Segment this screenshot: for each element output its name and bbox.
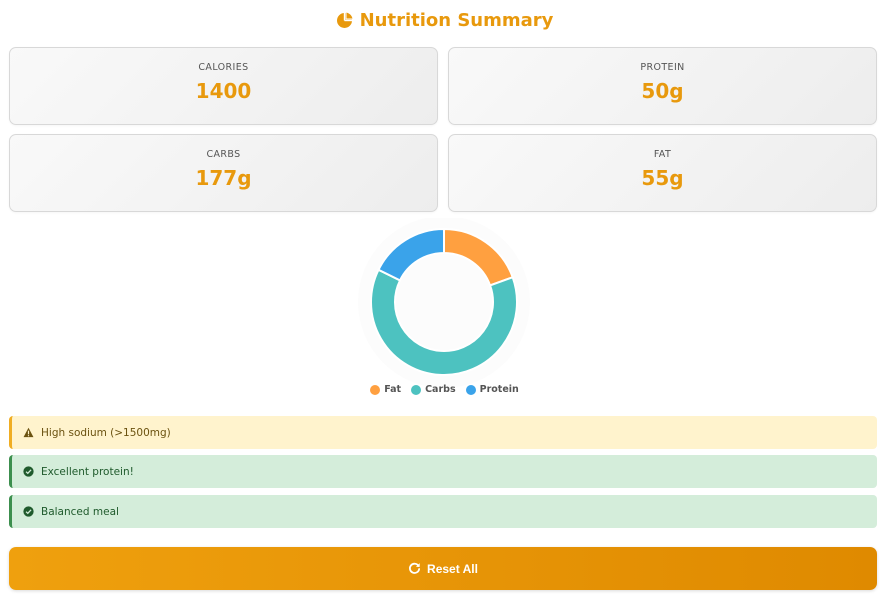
calories-label: CALORIES bbox=[198, 62, 249, 73]
protein-value: 50g bbox=[641, 79, 684, 103]
protein-success-alert: Excellent protein! bbox=[9, 455, 877, 488]
legend-label-protein: Protein bbox=[479, 384, 519, 395]
check-circle-icon bbox=[23, 506, 34, 517]
legend-label-fat: Fat bbox=[384, 384, 402, 395]
legend-item-protein[interactable]: Protein bbox=[465, 384, 519, 395]
legend-swatch-carbs bbox=[411, 384, 422, 395]
protein-label: PROTEIN bbox=[640, 62, 685, 73]
donut-slice-protein[interactable] bbox=[377, 227, 445, 282]
fat-card: FAT 55g bbox=[448, 134, 877, 212]
legend-item-carbs[interactable]: Carbs bbox=[411, 384, 456, 395]
fat-label: FAT bbox=[653, 149, 672, 160]
legend-swatch-protein bbox=[465, 384, 476, 395]
carbs-value: 177g bbox=[195, 166, 252, 190]
protein-card: PROTEIN 50g bbox=[448, 47, 877, 125]
alert-text: Excellent protein! bbox=[41, 465, 134, 478]
donut-svg bbox=[358, 216, 530, 388]
check-circle-icon bbox=[23, 466, 34, 477]
legend-label-carbs: Carbs bbox=[425, 384, 456, 395]
legend-swatch-fat bbox=[370, 384, 381, 395]
reset-all-label: Reset All bbox=[427, 561, 478, 576]
calories-card: CALORIES 1400 bbox=[9, 47, 438, 125]
carbs-label: CARBS bbox=[206, 149, 241, 160]
carbs-card: CARBS 177g bbox=[9, 134, 438, 212]
alert-text: High sodium (>1500mg) bbox=[41, 426, 171, 439]
page-title: Nutrition Summary bbox=[359, 9, 554, 31]
balanced-success-alert: Balanced meal bbox=[9, 495, 877, 528]
fat-value: 55g bbox=[641, 166, 684, 190]
calories-value: 1400 bbox=[195, 79, 252, 103]
sodium-warning-alert: High sodium (>1500mg) bbox=[9, 416, 877, 449]
macro-donut-chart bbox=[352, 216, 536, 388]
pie-chart-icon bbox=[336, 11, 354, 28]
donut-slice-carbs[interactable] bbox=[370, 268, 518, 376]
page-header: Nutrition Summary bbox=[0, 8, 889, 32]
refresh-icon bbox=[409, 562, 421, 574]
chart-legend: Fat Carbs Protein bbox=[0, 384, 889, 395]
legend-item-fat[interactable]: Fat bbox=[370, 384, 401, 395]
warning-triangle-icon bbox=[23, 427, 34, 438]
alert-text: Balanced meal bbox=[41, 505, 119, 518]
reset-all-button[interactable]: Reset All bbox=[9, 547, 877, 590]
